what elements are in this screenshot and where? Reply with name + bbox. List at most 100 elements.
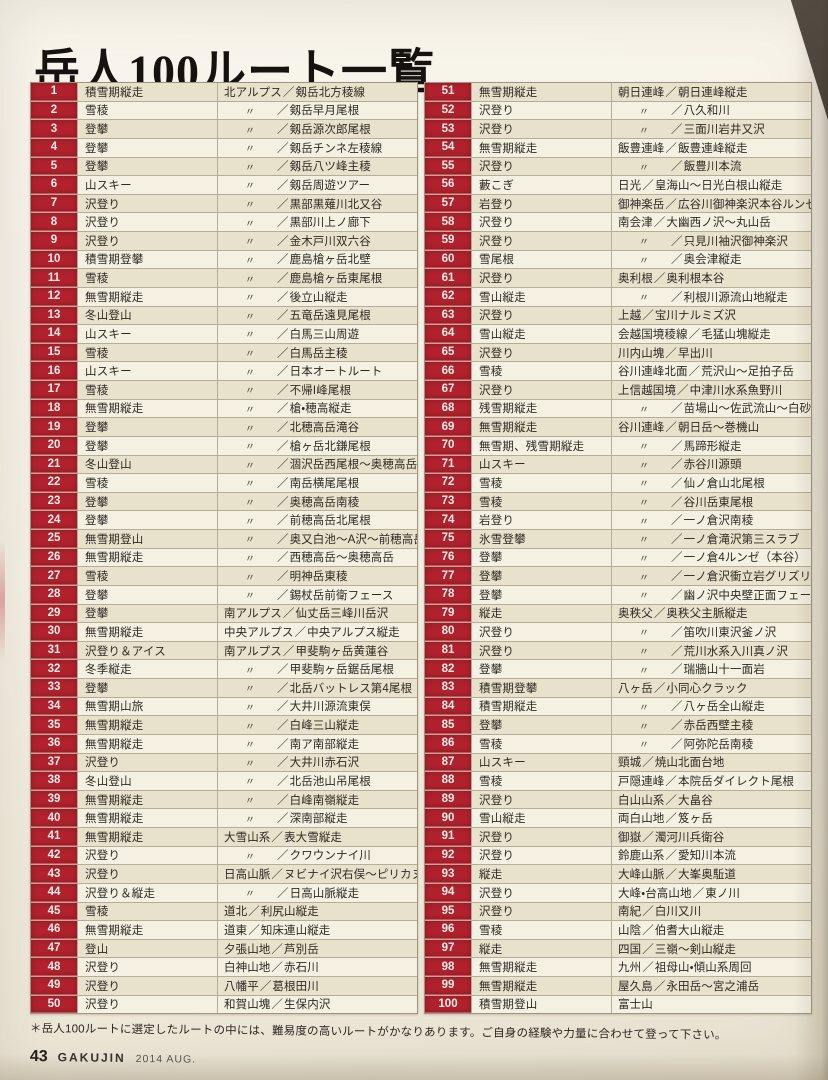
- route-name: 奥又白池～A沢～前穂高岳: [289, 533, 417, 546]
- route-separator: ／: [665, 347, 678, 360]
- route-category-cell: 登攀: [77, 604, 218, 623]
- table-row: 92 沢登り 鈴鹿山系 ／ 愛知川本流: [425, 846, 811, 866]
- route-area: 〃: [244, 237, 256, 249]
- table-column-left: 1 積雪期縦走 北アルプス ／ 剱岳北方稜線 2 雪稜 〃 ／ 剱岳早月尾根 3…: [30, 82, 418, 1014]
- route-name: 笈ヶ岳: [678, 813, 713, 826]
- table-row: 76 登攀 〃 ／ 一ノ倉4ルンゼ（本谷）: [425, 548, 811, 568]
- route-name: 北穂高岳滝谷: [289, 422, 360, 435]
- route-area: 鈴鹿山系: [618, 850, 665, 863]
- table-row: 38 冬山登山 〃 ／ 北岳池山吊尾根: [31, 772, 417, 791]
- route-category-cell: 沢登り: [471, 232, 612, 250]
- route-category-cell: 登攀: [77, 138, 218, 157]
- route-name-cell: 八幡平 ／ 葛根田川: [218, 977, 417, 995]
- route-area: 八幡平: [224, 980, 259, 993]
- route-separator: ／: [271, 999, 284, 1012]
- route-name-cell: 〃 ／ 鹿島槍ヶ岳北壁: [218, 250, 417, 269]
- route-separator: ／: [277, 459, 289, 472]
- route-area: 〃: [244, 386, 256, 398]
- route-number-cell: 66: [425, 362, 471, 380]
- route-name: 知床連山縦走: [260, 924, 331, 937]
- route-category-cell: 雪稜: [471, 921, 612, 939]
- route-separator: ／: [677, 384, 689, 397]
- route-name-cell: 頸城 ／ 焼山北面台地: [612, 753, 811, 772]
- route-category-cell: 無雪期縦走: [77, 734, 218, 753]
- route-separator: ／: [277, 273, 289, 286]
- route-area: 上越: [618, 310, 642, 323]
- route-separator: ／: [282, 608, 295, 621]
- route-number-cell: 47: [31, 939, 77, 958]
- table-row: 48 沢登り 白神山地 ／ 赤石川: [31, 958, 417, 977]
- route-separator: ／: [671, 645, 683, 658]
- route-number-cell: 34: [31, 697, 77, 716]
- route-number-cell: 14: [31, 325, 77, 343]
- table-row: 58 沢登り 南会津 ／ 大幽西ノ沢～丸山岳: [425, 213, 811, 232]
- table-row: 96 雪稜 山陰 ／ 伯耆大山縦走: [425, 921, 811, 940]
- route-area: 〃: [244, 777, 256, 789]
- route-name-cell: 〃 ／ 白馬三山周遊: [218, 325, 417, 343]
- route-name-cell: 〃 ／ 鹿島槍ヶ岳東尾根: [218, 269, 417, 287]
- table-row: 31 沢登り＆アイス 南アルプス ／ 甲斐駒ヶ岳黄蓮谷: [31, 641, 417, 661]
- route-category-cell: 無雪期縦走: [77, 623, 218, 641]
- route-name: 苗場山～佐武流山～白砂山: [683, 403, 811, 416]
- route-area: 〃: [244, 851, 256, 863]
- route-category-cell: 無雪期縦走: [471, 977, 612, 995]
- route-number-cell: 57: [425, 194, 471, 213]
- route-separator: ／: [671, 589, 683, 602]
- route-name-cell: 〃 ／ 五竜岳遠見尾根: [218, 306, 417, 325]
- route-number-cell: 4: [31, 138, 77, 157]
- table-row: 63 沢登り 上越 ／ 宝川ナルミズ沢: [425, 306, 811, 326]
- table-row: 55 沢登り 〃 ／ 飯豊川本流: [425, 157, 811, 177]
- route-separator: ／: [282, 645, 295, 658]
- route-category-cell: 雪稜: [77, 902, 218, 921]
- table-row: 62 雪山縦走 〃 ／ 利根川源流山地縦走: [425, 287, 811, 307]
- table-row: 60 雪尾根 〃 ／ 奥会津縦走: [425, 250, 811, 270]
- route-number-cell: 11: [31, 269, 77, 287]
- route-area: 和賀山塊: [224, 999, 271, 1012]
- route-number-cell: 65: [425, 343, 471, 362]
- route-number-cell: 38: [31, 772, 77, 790]
- route-name-cell: 南アルプス ／ 甲斐駒ヶ岳黄蓮谷: [218, 641, 417, 660]
- table-row: 56 藪こぎ 日光 ／ 皇海山～日光白根山縦走: [425, 176, 811, 195]
- table-row: 29 登攀 南アルプス ／ 仙丈岳三峰川岳沢: [31, 604, 417, 624]
- route-number-cell: 43: [31, 865, 77, 883]
- route-category-cell: 登攀: [77, 157, 218, 176]
- route-name: 飯豊連峰縦走: [678, 142, 748, 155]
- route-name-cell: 〃 ／ 深南部縦走: [218, 809, 417, 827]
- route-name: 飯豊川本流: [683, 161, 742, 174]
- table-row: 93 縦走 大峰山脈 ／ 大峯奥駈道: [425, 865, 811, 884]
- table-row: 32 冬季縦走 〃 ／ 甲斐駒ヶ岳鋸岳尾根: [31, 660, 417, 679]
- route-area: 〃: [244, 498, 256, 510]
- route-area: 南アルプス: [224, 608, 282, 621]
- table-row: 82 登攀 〃 ／ 瑞牆山十一面岩: [425, 660, 811, 679]
- route-area: 〃: [638, 479, 650, 491]
- route-separator: ／: [665, 86, 678, 99]
- route-number-cell: 50: [31, 995, 77, 1014]
- route-category-cell: 無雪期縦走: [77, 548, 218, 567]
- route-category-cell: 沢登り＆アイス: [77, 641, 218, 660]
- route-name: 一ノ倉沢南稜: [683, 515, 754, 528]
- route-name-cell: 南アルプス ／ 仙丈岳三峰川岳沢: [218, 604, 417, 623]
- route-area: 両白山地: [618, 813, 665, 826]
- route-name-cell: 〃 ／ 白峰三山縦走: [218, 716, 417, 734]
- route-name: 深南部縦走: [289, 813, 348, 826]
- route-category-cell: 積雪期縦走: [471, 697, 612, 716]
- route-area: 〃: [244, 404, 256, 416]
- table-row: 88 雪稜 戸隠連峰 ／ 本院岳ダイレクト尾根: [425, 772, 811, 791]
- route-area: 〃: [244, 572, 256, 584]
- table-row: 57 岩登り 御神楽岳 ／ 広谷川御神楽沢本谷ルンゼ: [425, 194, 811, 214]
- route-area: 〃: [244, 740, 256, 752]
- route-separator: ／: [671, 720, 683, 733]
- route-area: 朝日連峰: [618, 86, 665, 99]
- route-area: 〃: [638, 293, 650, 305]
- route-category-cell: 沢登り: [471, 623, 612, 641]
- route-separator: ／: [277, 440, 289, 453]
- issue-date: 2014 AUG.: [135, 1053, 197, 1066]
- route-category-cell: 沢登り: [471, 790, 612, 809]
- route-area: 〃: [638, 665, 650, 677]
- route-separator: ／: [277, 589, 289, 602]
- route-category-cell: 山スキー: [471, 455, 612, 474]
- route-separator: ／: [294, 626, 307, 639]
- route-number-cell: 84: [425, 697, 471, 716]
- table-row: 68 残雪期縦走 〃 ／ 苗場山～佐武流山～白砂山: [425, 399, 811, 419]
- route-name: 一ノ倉滝沢第三スラブ: [683, 533, 800, 546]
